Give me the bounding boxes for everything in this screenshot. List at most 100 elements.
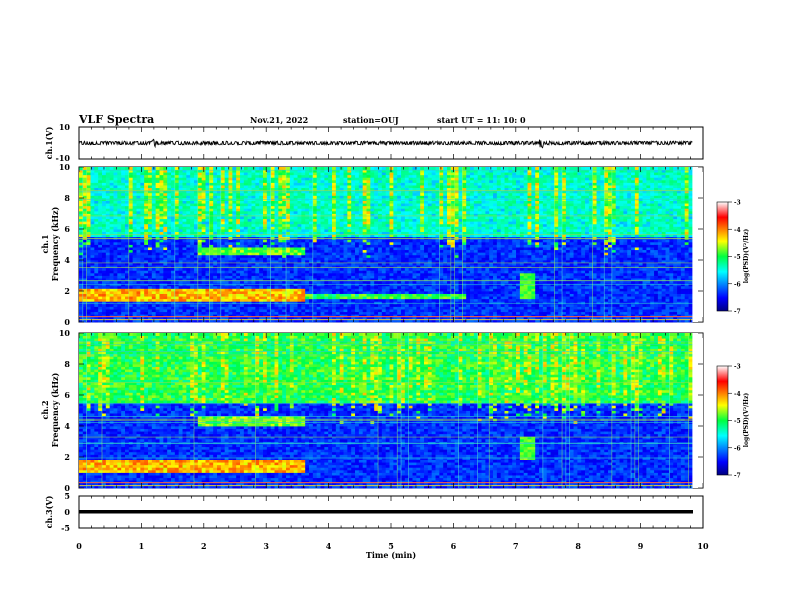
spectrogram-cell bbox=[86, 208, 91, 212]
spectrogram-cell bbox=[148, 229, 153, 232]
spectrogram-cell bbox=[236, 291, 241, 294]
spectrogram-cell bbox=[339, 239, 344, 243]
spectrogram-cell bbox=[312, 177, 318, 181]
spectrogram-cell bbox=[266, 265, 272, 269]
spectrogram-cell bbox=[351, 174, 356, 178]
spectrogram-cell bbox=[98, 319, 103, 323]
spectrogram-cell bbox=[209, 278, 214, 282]
spectrogram-cell bbox=[109, 293, 114, 297]
spectrogram-cell bbox=[259, 229, 264, 232]
spectrogram-cell bbox=[282, 280, 287, 284]
spectrogram-cell bbox=[389, 260, 394, 263]
spectrogram-cell bbox=[293, 262, 298, 266]
spectrogram-cell bbox=[247, 210, 252, 214]
spectrogram-cell bbox=[312, 278, 318, 282]
spectrogram-cell bbox=[286, 298, 291, 302]
spectrogram-cell bbox=[381, 262, 387, 266]
spectrogram-cell bbox=[263, 187, 268, 191]
spectrogram-cell bbox=[305, 195, 310, 199]
spectrogram-cell bbox=[332, 195, 337, 199]
spectrogram-cell bbox=[282, 265, 287, 269]
spectrogram-cell bbox=[240, 285, 245, 289]
spectrogram-cell bbox=[174, 272, 180, 276]
spectrogram-cell bbox=[217, 182, 222, 186]
spectrogram-cell bbox=[186, 200, 191, 204]
spectrogram-cell bbox=[236, 203, 241, 207]
spectrogram-cell bbox=[190, 285, 195, 289]
spectrogram-cell bbox=[339, 213, 344, 217]
spectrogram-cell bbox=[385, 205, 390, 209]
spectrogram-cell bbox=[121, 167, 126, 170]
spectrogram-cell bbox=[274, 187, 279, 191]
spectrogram-cell bbox=[335, 285, 341, 289]
spectrogram-cell bbox=[86, 241, 91, 245]
spectrogram-cell bbox=[117, 244, 122, 248]
spectrogram-cell bbox=[366, 210, 371, 214]
spectrogram-cell bbox=[240, 192, 245, 196]
spectrogram-cell bbox=[128, 262, 134, 266]
spectrogram-cell bbox=[259, 262, 264, 266]
spectrogram-cell bbox=[266, 319, 272, 323]
spectrogram-cell bbox=[159, 316, 164, 320]
spectrogram-cell bbox=[251, 216, 256, 220]
spectrogram-cell bbox=[174, 275, 180, 279]
spectrogram-cell bbox=[320, 172, 325, 176]
spectrogram-cell bbox=[220, 319, 226, 323]
spectrogram-cell bbox=[378, 316, 383, 320]
spectrogram-cell bbox=[328, 223, 333, 227]
spectrogram-cell bbox=[136, 218, 141, 222]
spectrogram-cell bbox=[339, 229, 344, 232]
spectrogram-cell bbox=[209, 265, 214, 269]
spectrogram-cell bbox=[105, 216, 111, 220]
spectrogram-cell bbox=[128, 174, 134, 178]
spectrogram-cell bbox=[289, 218, 295, 222]
spectrogram-cell bbox=[151, 275, 157, 279]
spectrogram-cell bbox=[151, 172, 157, 176]
spectrogram-cell bbox=[385, 210, 390, 214]
spectrogram-cell bbox=[136, 298, 141, 302]
spectrogram-cell bbox=[240, 169, 245, 173]
spectrogram-cell bbox=[381, 314, 387, 318]
spectrogram-cell bbox=[194, 239, 199, 243]
spectrogram-cell bbox=[393, 210, 398, 214]
spectrogram-cell bbox=[381, 309, 387, 313]
spectrogram-cell bbox=[140, 252, 145, 256]
spectrogram-cell bbox=[259, 187, 264, 191]
spectrogram-cell bbox=[90, 275, 95, 279]
spectrogram-cell bbox=[125, 272, 130, 276]
spectrogram-cell bbox=[128, 298, 134, 302]
spectrogram-cell bbox=[201, 254, 206, 258]
spectrogram-cell bbox=[98, 192, 103, 196]
spectrogram-cell bbox=[339, 301, 344, 305]
spectrogram-cell bbox=[343, 203, 348, 207]
spectrogram-cell bbox=[155, 239, 160, 243]
spectrogram-cell bbox=[297, 244, 302, 248]
spectrogram-cell bbox=[286, 203, 291, 207]
spectrogram-cell bbox=[94, 223, 99, 227]
spectrogram-cell bbox=[247, 177, 252, 181]
spectrogram-cell bbox=[190, 241, 195, 245]
spectrogram-cell bbox=[293, 195, 298, 199]
spectrogram-cell bbox=[282, 275, 287, 279]
spectrogram-cell bbox=[240, 272, 245, 276]
spectrogram-cell bbox=[178, 213, 183, 217]
spectrogram-cell bbox=[186, 275, 191, 279]
spectrogram-cell bbox=[328, 288, 333, 292]
spectrogram-cell bbox=[351, 234, 356, 238]
spectrogram-cell bbox=[132, 195, 137, 199]
spectrogram-cell bbox=[247, 229, 252, 232]
spectrogram-cell bbox=[125, 192, 130, 196]
spectrogram-cell bbox=[320, 254, 325, 258]
spectrogram-cell bbox=[362, 177, 367, 181]
spectrogram-cell bbox=[343, 226, 348, 230]
spectrogram-cell bbox=[148, 257, 153, 261]
spectrogram-cell bbox=[224, 179, 229, 183]
ch1-waveform-line bbox=[78, 138, 693, 149]
spectrogram-cell bbox=[117, 291, 122, 294]
spectrogram-cell bbox=[171, 179, 176, 183]
spectrogram-cell bbox=[167, 169, 172, 173]
spectrogram-cell bbox=[79, 208, 84, 212]
spectrogram-cell bbox=[301, 203, 306, 207]
spectrogram-cell bbox=[228, 319, 233, 323]
spectrogram-cell bbox=[347, 218, 352, 222]
